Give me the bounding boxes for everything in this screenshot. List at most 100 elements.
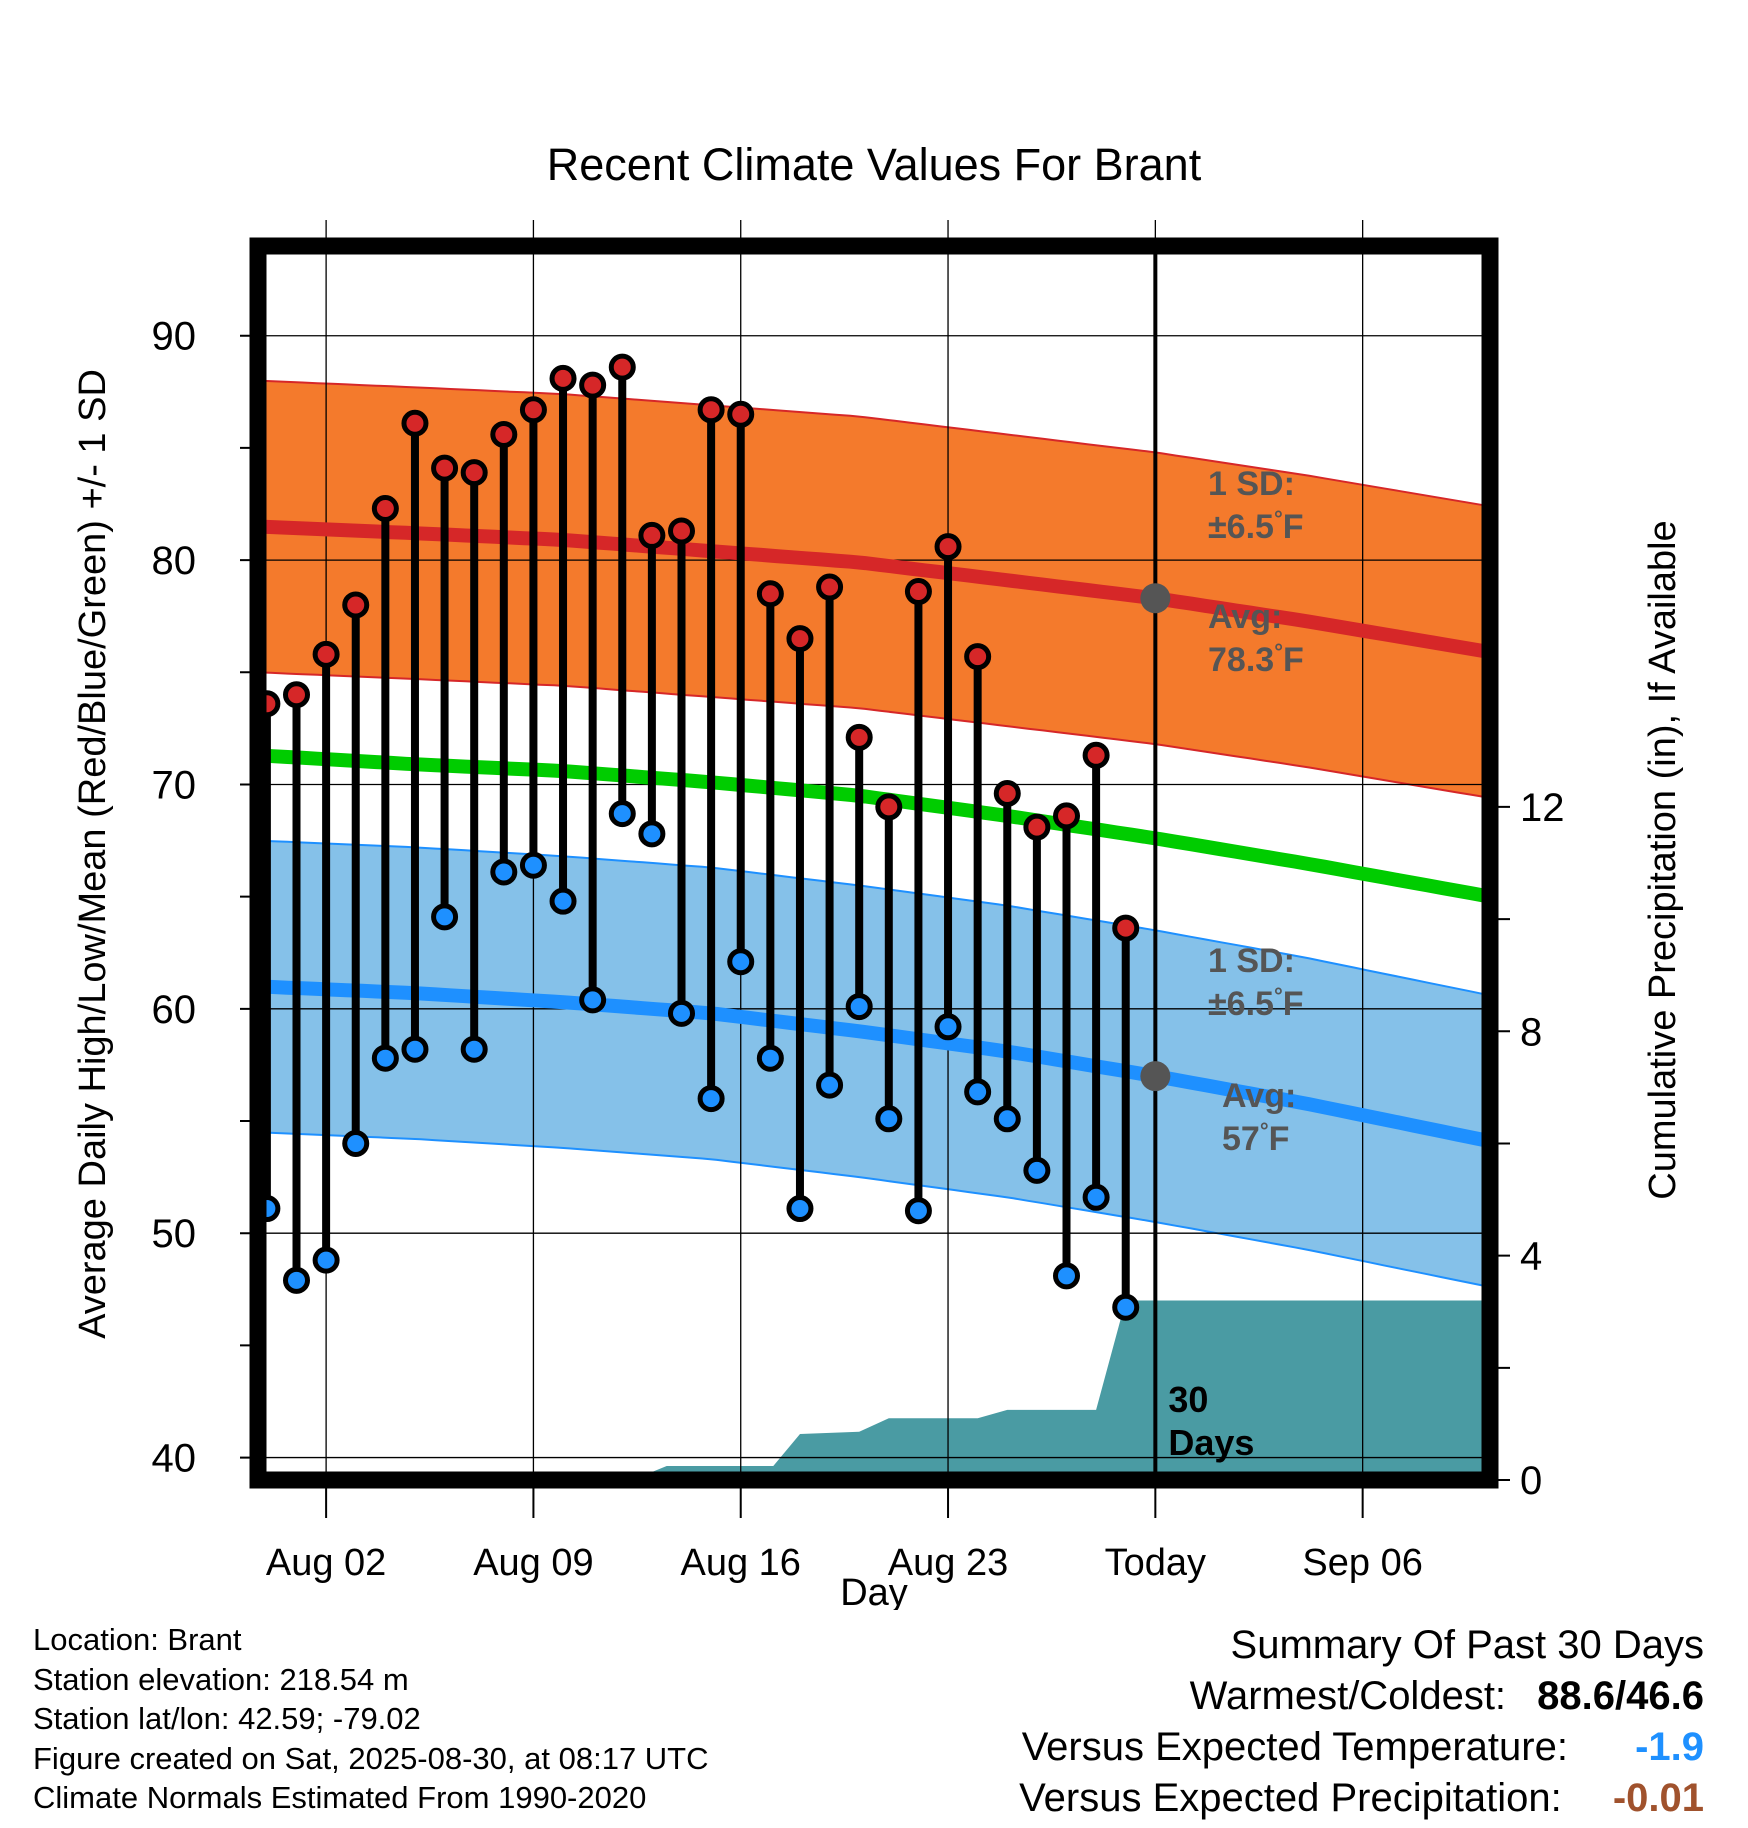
normals-text: Climate Normals Estimated From 1990-2020 (33, 1780, 647, 1815)
daily-low-point (490, 858, 518, 886)
daily-high-point (1053, 802, 1080, 830)
daily-high-point (401, 409, 429, 437)
daily-high-point (312, 640, 340, 668)
daily-low-point (1023, 1156, 1051, 1184)
daily-low-point (519, 851, 547, 879)
daily-high-point (875, 793, 903, 821)
daily-low-point (816, 1071, 844, 1099)
y-tick-label: 80 (152, 539, 197, 583)
warmest-value: 88.6/46.6 (1537, 1674, 1704, 1718)
x-axis-label: Day (840, 1572, 908, 1610)
daily-high-point (431, 454, 459, 482)
annotation-low-sd-value: ±6.5°F (1208, 983, 1304, 1023)
daily-low-point (460, 1035, 488, 1063)
low-sd-upper-edge (257, 839, 1488, 996)
daily-low-point (993, 1105, 1021, 1133)
daily-high-point (1082, 741, 1110, 769)
annotation-low-avg-label: Avg: (1222, 1077, 1296, 1115)
y-tick-label: 60 (152, 988, 197, 1032)
high-sd-upper-edge (257, 379, 1488, 507)
daily-high-point (519, 396, 547, 424)
x-tick-label: Aug 23 (888, 1542, 1008, 1584)
summary-temp-row: Versus Expected Temperature: -1.9 (1019, 1722, 1704, 1773)
created-text: Figure created on Sat, 2025-08-30, at 08… (33, 1740, 709, 1776)
daily-low-point (1082, 1183, 1110, 1211)
normal-mean-line (257, 748, 1489, 903)
daily-high-point (283, 681, 310, 709)
summary-precip-row: Versus Expected Precipitation: -0.01 (1019, 1773, 1704, 1824)
today-label-days: Days (1168, 1422, 1254, 1463)
daily-high-point (490, 420, 518, 448)
y2-tick-label: 0 (1520, 1459, 1542, 1503)
precip-label: Versus Expected Precipitation: (1019, 1776, 1562, 1820)
daily-high-point (549, 364, 577, 392)
daily-low-point (727, 948, 755, 976)
today-low-avg-marker (1140, 1061, 1171, 1092)
x-tick-label: Today (1105, 1542, 1206, 1584)
daily-high-point (845, 723, 873, 751)
annotation-high-avg-label: Avg: (1208, 598, 1282, 636)
daily-high-point (1112, 914, 1140, 942)
temp-label: Versus Expected Temperature: (1021, 1725, 1568, 1769)
high-sd-lower-edge (257, 671, 1488, 799)
daily-low-point (964, 1078, 992, 1106)
y2-tick-label: 8 (1520, 1010, 1542, 1054)
daily-low-point (401, 1035, 429, 1063)
daily-high-point (668, 517, 695, 545)
daily-high-point (608, 353, 636, 381)
daily-high-point (993, 779, 1021, 807)
chart-title: Recent Climate Values For Brant (547, 139, 1202, 190)
climate-chart: Recent Climate Values For Brant 1 SD:±6.… (72, 139, 1684, 1610)
annotation-high-avg-value: 78.3°F (1208, 639, 1304, 679)
daily-low-point (342, 1129, 370, 1157)
daily-low-point (549, 887, 577, 915)
daily-high-point (638, 521, 666, 549)
daily-low-point (697, 1085, 725, 1113)
daily-high-point (342, 591, 370, 619)
y2-tick-label: 12 (1520, 786, 1565, 830)
daily-low-point (371, 1044, 399, 1072)
station-info: Location: Brant Station elevation: 218.5… (33, 1620, 709, 1818)
daily-high-point (934, 533, 962, 561)
annotation-high-sd-value: ±6.5°F (1208, 506, 1304, 546)
daily-high-point (579, 371, 607, 399)
today-high-avg-marker (1140, 583, 1171, 614)
daily-low-point (1112, 1293, 1140, 1321)
daily-low-point (312, 1246, 340, 1274)
daily-high-point (964, 643, 992, 671)
daily-low-point (431, 903, 459, 931)
normal-low-line (257, 979, 1489, 1148)
low-sd-lower-edge (257, 1131, 1488, 1288)
daily-high-point (1023, 813, 1051, 841)
low-sd-band (258, 840, 1487, 1287)
temp-value: -1.9 (1635, 1725, 1704, 1769)
summary-warmest-row: Warmest/Coldest: 88.6/46.6 (1019, 1671, 1704, 1722)
daily-low-point (638, 820, 666, 848)
precipitation-area (258, 1300, 1490, 1480)
annotation-low-avg-value: 57°F (1222, 1118, 1289, 1158)
y-tick-label: 40 (152, 1437, 197, 1481)
warmest-label: Warmest/Coldest: (1189, 1674, 1507, 1718)
daily-high-point (727, 400, 755, 428)
normal-high-line (257, 519, 1489, 659)
x-tick-label: Aug 09 (473, 1542, 593, 1584)
location-text: Location: Brant (33, 1622, 242, 1657)
elevation-text: Station elevation: 218.54 m (33, 1661, 409, 1697)
daily-high-point (460, 459, 488, 487)
daily-high-point (371, 495, 399, 523)
y2-tick-label: 4 (1520, 1235, 1542, 1279)
daily-high-point (904, 578, 932, 606)
daily-low-point (904, 1197, 932, 1225)
daily-low-point (1053, 1262, 1080, 1290)
plot-frame (249, 237, 1499, 1489)
y2-axis-label: Cumulative Precipitation (in), If Availa… (1642, 520, 1684, 1199)
daily-high-point (786, 625, 814, 653)
y-tick-label: 50 (152, 1212, 197, 1256)
daily-high-point (697, 396, 725, 424)
daily-low-point (756, 1044, 784, 1072)
daily-low-point (845, 993, 873, 1021)
daily-high-point (816, 573, 844, 601)
daily-low-point (934, 1013, 962, 1041)
x-tick-label: Sep 06 (1302, 1542, 1422, 1584)
